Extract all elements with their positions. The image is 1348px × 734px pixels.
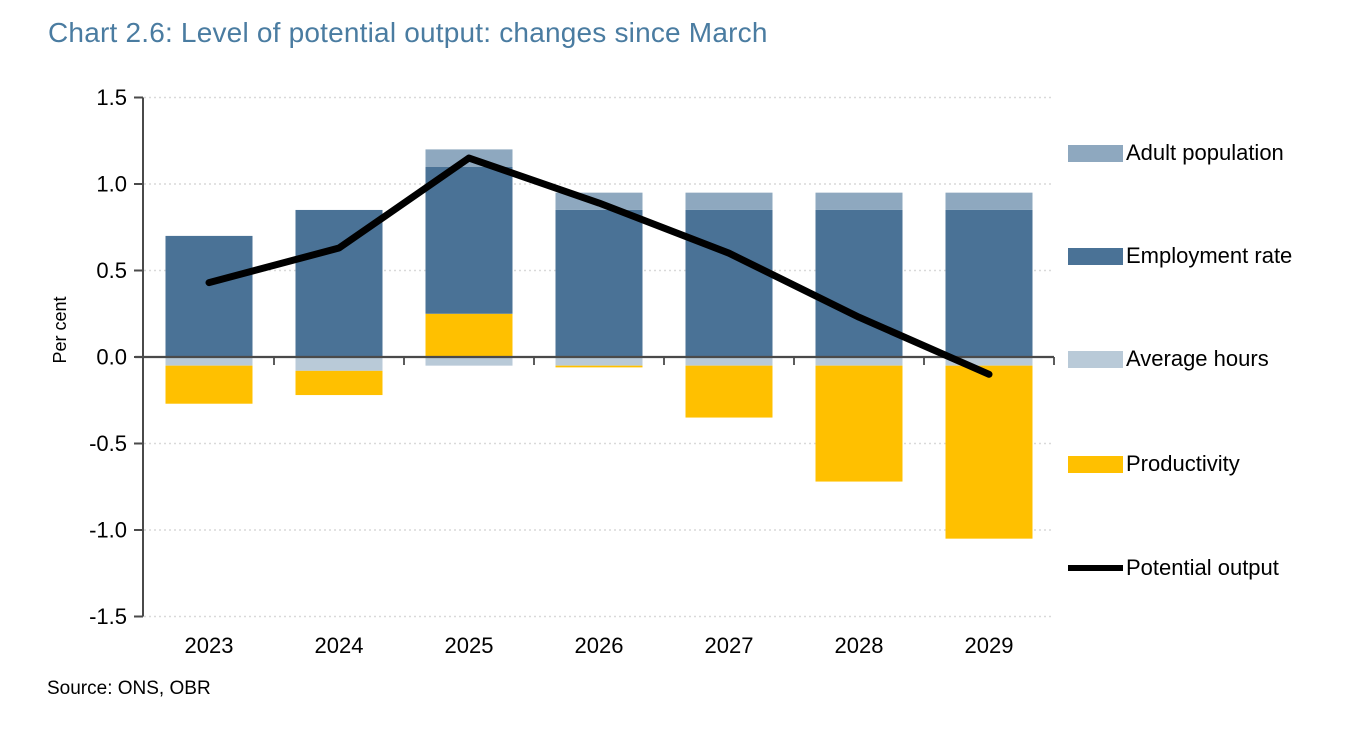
y-tick-label: 1.5 [96,85,127,110]
chart-title: Chart 2.6: Level of potential output: ch… [48,17,768,48]
x-tick-label: 2026 [575,633,624,658]
legend-swatch-productivity [1068,455,1123,473]
bar-segment-adult_population-2028 [815,192,903,210]
x-tick-label: 2028 [835,633,884,658]
bar-segment-average_hours-2027 [685,357,773,366]
x-tick-label: 2023 [185,633,234,658]
x-tick-label: 2027 [705,633,754,658]
source-note: Source: ONS, OBR [47,678,211,699]
legend-label: Productivity [1126,451,1240,476]
y-tick-label: -1.5 [89,604,127,629]
bar-segment-average_hours-2025 [425,357,513,366]
bar-segment-productivity-2028 [815,365,903,482]
bar-segment-productivity-2029 [945,365,1033,539]
bar-segment-productivity-2026 [555,365,643,368]
bar-segment-adult_population-2027 [685,192,773,210]
bar-segment-productivity-2024 [295,370,383,396]
y-tick-label: 1.0 [96,172,127,197]
bar-segment-average_hours-2026 [555,357,643,366]
bar-segment-employment_rate-2028 [815,209,903,357]
y-tick-label: -0.5 [89,431,127,456]
y-tick-label: -1.0 [89,518,127,543]
legend-item-adult_population: Adult population [1068,140,1284,166]
bar-segment-productivity-2023 [165,365,253,404]
potential_output-line [205,154,993,378]
bar-segment-productivity-2025 [425,313,513,357]
bar-segment-average_hours-2028 [815,357,903,366]
bar-segment-average_hours-2023 [165,357,253,366]
bar-segment-adult_population-2029 [945,192,1033,210]
bar-segment-productivity-2027 [685,365,773,418]
legend-swatch-employment_rate [1068,247,1123,265]
x-tick-label: 2024 [315,633,364,658]
legend-label: Potential output [1126,555,1279,580]
legend-item-potential_output: Potential output [1068,555,1279,581]
y-axis-title: Per cent [50,296,70,363]
x-tick-label: 2025 [445,633,494,658]
legend-item-employment_rate: Employment rate [1068,243,1292,269]
bar-segment-employment_rate-2023 [165,235,253,357]
bar-segment-average_hours-2024 [295,357,383,371]
legend-item-productivity: Productivity [1068,451,1240,477]
legend-item-average_hours: Average hours [1068,346,1269,372]
y-tick-label: 0.0 [96,345,127,370]
bar-segment-employment_rate-2025 [425,166,513,314]
legend-label: Adult population [1126,140,1284,165]
legend-label: Employment rate [1126,243,1293,268]
bar-segment-average_hours-2029 [945,357,1033,366]
y-tick-label: 0.5 [96,258,127,283]
chart-legend: Adult population Employment rate Average h… [1068,0,1344,734]
legend-swatch-average_hours [1068,350,1123,368]
bar-segment-employment_rate-2026 [555,209,643,357]
bar-segment-employment_rate-2027 [685,209,773,357]
legend-swatch-potential_output [1068,565,1123,571]
bar-segment-employment_rate-2029 [945,209,1033,357]
x-tick-label: 2029 [965,633,1014,658]
legend-swatch-adult_population [1068,144,1123,162]
legend-label: Average hours [1126,346,1269,371]
bar-segment-employment_rate-2024 [295,209,383,357]
